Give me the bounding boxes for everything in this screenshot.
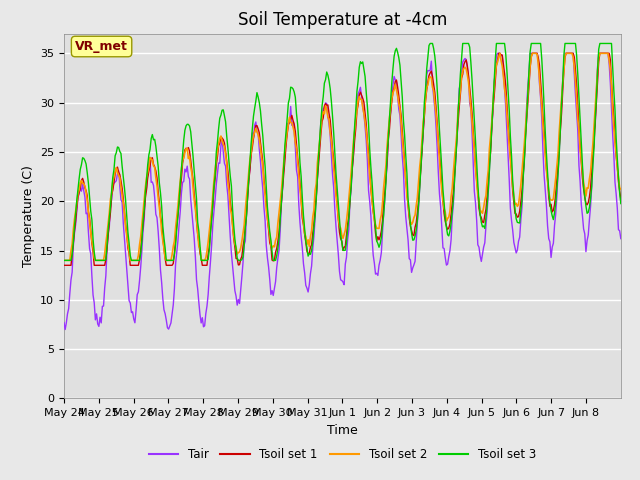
Title: Soil Temperature at -4cm: Soil Temperature at -4cm bbox=[237, 11, 447, 29]
Y-axis label: Temperature (C): Temperature (C) bbox=[22, 165, 35, 267]
Text: VR_met: VR_met bbox=[75, 40, 128, 53]
X-axis label: Time: Time bbox=[327, 424, 358, 437]
Legend: Tair, Tsoil set 1, Tsoil set 2, Tsoil set 3: Tair, Tsoil set 1, Tsoil set 2, Tsoil se… bbox=[144, 443, 541, 466]
